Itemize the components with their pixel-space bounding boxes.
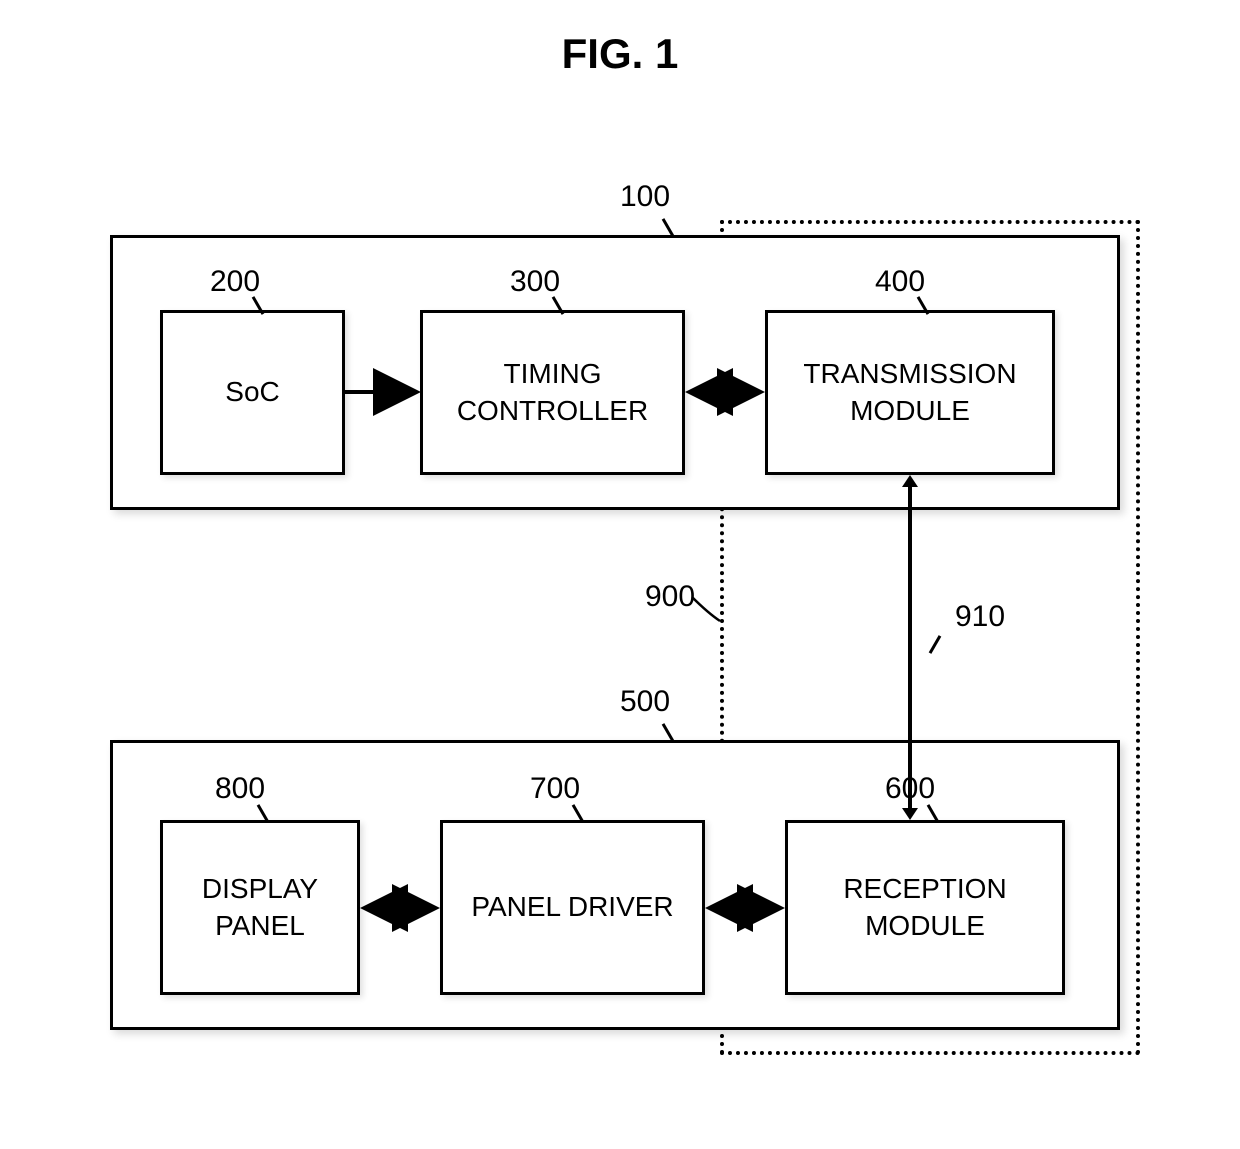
transmission-module-block: TRANSMISSIONMODULE: [765, 310, 1055, 475]
tick-200: [250, 296, 268, 314]
arrow-driver-to-reception: [705, 896, 790, 920]
reception-label: RECEPTIONMODULE: [843, 871, 1006, 944]
tick-500: [660, 723, 678, 741]
tick-100: [660, 218, 678, 236]
soc-block: SoC: [160, 310, 345, 475]
transmission-label: TRANSMISSIONMODULE: [803, 356, 1016, 429]
panel-driver-block: PANEL DRIVER: [440, 820, 705, 995]
reception-module-block: RECEPTIONMODULE: [785, 820, 1065, 995]
figure-title: FIG. 1: [562, 30, 679, 78]
arrow-soc-to-timing: [345, 380, 425, 404]
ref-800: 800: [215, 772, 265, 806]
display-panel-block: DISPLAYPANEL: [160, 820, 360, 995]
soc-label: SoC: [225, 374, 279, 410]
ref-700: 700: [530, 772, 580, 806]
diagram-container: FIG. 1 SoC TIMINGCONTROLLER TRANSMISSION…: [20, 20, 1220, 1120]
tick-700: [570, 804, 588, 822]
lead-900: [690, 595, 730, 630]
ref-900: 900: [645, 580, 695, 614]
ref-300: 300: [510, 265, 560, 299]
arrow-trans-to-reception: [898, 475, 922, 825]
ref-100: 100: [620, 180, 670, 214]
timing-controller-block: TIMINGCONTROLLER: [420, 310, 685, 475]
ref-910: 910: [955, 600, 1005, 634]
ref-500: 500: [620, 685, 670, 719]
ref-200: 200: [210, 265, 260, 299]
tick-910: [925, 635, 943, 653]
tick-600: [925, 804, 943, 822]
arrow-display-to-driver: [360, 896, 445, 920]
tick-800: [255, 804, 273, 822]
timing-label: TIMINGCONTROLLER: [457, 356, 648, 429]
arrow-timing-to-trans: [685, 380, 770, 404]
display-label: DISPLAYPANEL: [202, 871, 318, 944]
tick-400: [915, 296, 933, 314]
ref-400: 400: [875, 265, 925, 299]
tick-300: [550, 296, 568, 314]
driver-label: PANEL DRIVER: [471, 889, 673, 925]
